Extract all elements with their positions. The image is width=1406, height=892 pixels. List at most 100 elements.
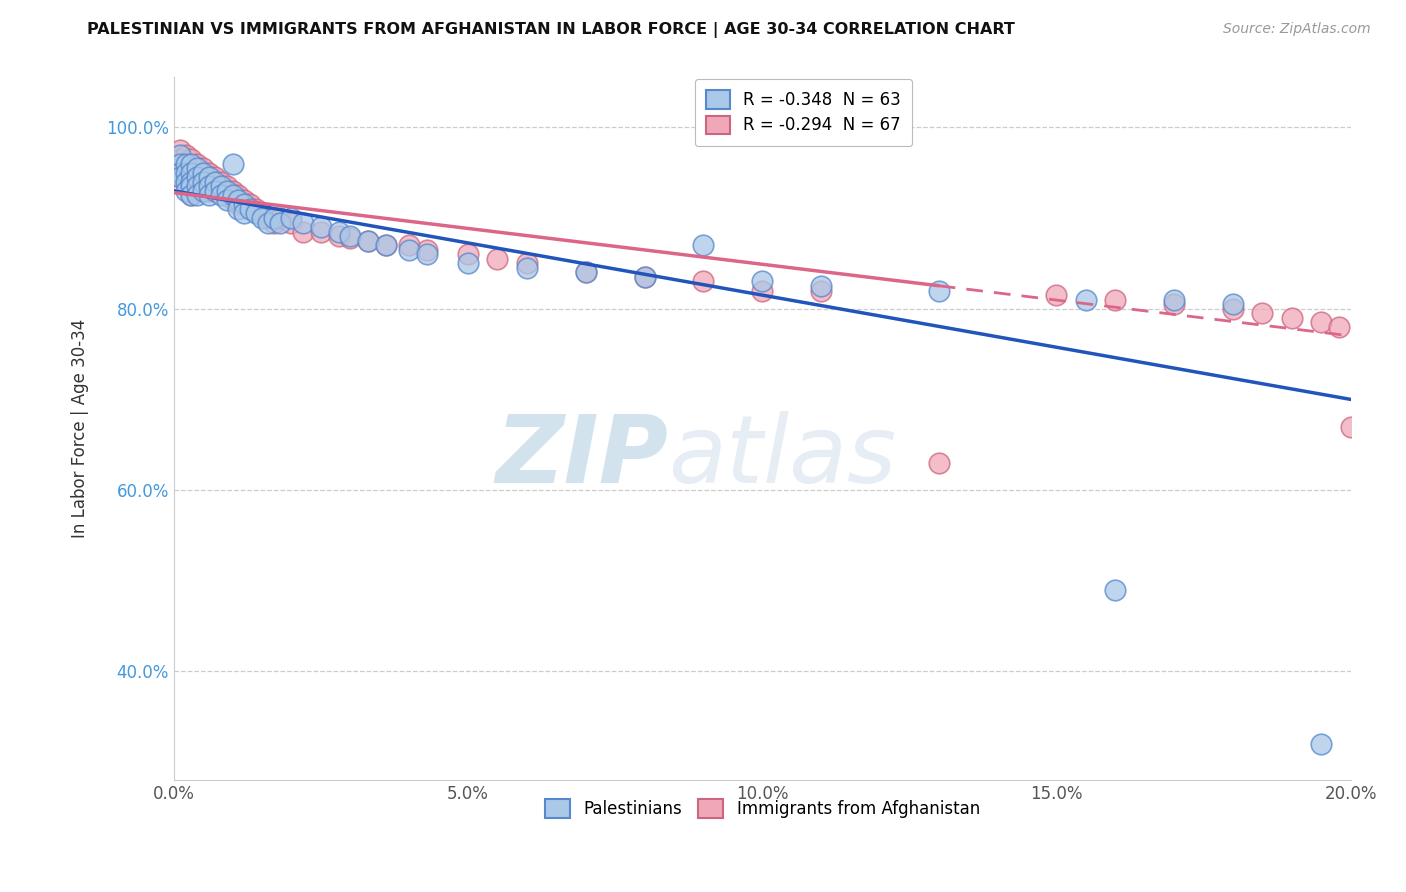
Point — [1327, 319, 1350, 334]
Y-axis label: In Labor Force | Age 30-34: In Labor Force | Age 30-34 — [72, 319, 89, 539]
Point — [928, 284, 950, 298]
Text: PALESTINIAN VS IMMIGRANTS FROM AFGHANISTAN IN LABOR FORCE | AGE 30-34 CORRELATIO: PALESTINIAN VS IMMIGRANTS FROM AFGHANIST… — [87, 22, 1015, 38]
Point — [263, 211, 285, 225]
Point — [169, 143, 191, 157]
Point — [174, 166, 197, 180]
Point — [186, 170, 208, 185]
Point — [928, 456, 950, 470]
Point — [180, 156, 202, 170]
Point — [1074, 293, 1097, 307]
Point — [457, 256, 479, 270]
Point — [169, 152, 191, 166]
Point — [180, 170, 202, 185]
Point — [357, 234, 380, 248]
Point — [1222, 301, 1244, 316]
Point — [209, 175, 232, 189]
Point — [280, 211, 302, 225]
Point — [174, 156, 197, 170]
Point — [416, 243, 439, 257]
Point — [1045, 288, 1067, 302]
Point — [180, 188, 202, 202]
Point — [193, 175, 215, 189]
Point — [516, 256, 538, 270]
Point — [457, 247, 479, 261]
Point — [250, 211, 273, 225]
Point — [221, 156, 243, 170]
Point — [633, 269, 655, 284]
Point — [1340, 419, 1362, 434]
Point — [239, 197, 262, 211]
Point — [233, 193, 256, 207]
Point — [250, 206, 273, 220]
Point — [309, 225, 332, 239]
Point — [1251, 306, 1274, 320]
Point — [174, 166, 197, 180]
Point — [174, 156, 197, 170]
Point — [180, 152, 202, 166]
Point — [263, 215, 285, 229]
Point — [180, 161, 202, 175]
Point — [198, 184, 221, 198]
Point — [186, 175, 208, 189]
Point — [339, 229, 361, 244]
Point — [209, 184, 232, 198]
Point — [174, 147, 197, 161]
Point — [1310, 315, 1333, 329]
Point — [228, 188, 250, 202]
Point — [228, 197, 250, 211]
Point — [245, 206, 267, 220]
Point — [180, 179, 202, 194]
Point — [215, 179, 238, 194]
Point — [186, 166, 208, 180]
Point — [398, 243, 420, 257]
Point — [328, 225, 350, 239]
Point — [309, 220, 332, 235]
Point — [269, 211, 291, 225]
Text: ZIP: ZIP — [495, 411, 668, 503]
Point — [186, 161, 208, 175]
Point — [215, 193, 238, 207]
Point — [169, 156, 191, 170]
Point — [174, 175, 197, 189]
Point — [215, 184, 238, 198]
Point — [193, 170, 215, 185]
Text: atlas: atlas — [668, 411, 897, 502]
Point — [257, 211, 280, 225]
Point — [1163, 293, 1185, 307]
Point — [751, 275, 773, 289]
Point — [186, 179, 208, 194]
Point — [193, 184, 215, 198]
Point — [228, 202, 250, 216]
Point — [280, 215, 302, 229]
Point — [169, 170, 191, 185]
Point — [374, 238, 396, 252]
Point — [751, 284, 773, 298]
Point — [174, 175, 197, 189]
Point — [215, 188, 238, 202]
Point — [221, 193, 243, 207]
Point — [1281, 310, 1303, 325]
Point — [198, 170, 221, 185]
Point — [357, 234, 380, 248]
Point — [339, 231, 361, 245]
Text: Source: ZipAtlas.com: Source: ZipAtlas.com — [1223, 22, 1371, 37]
Point — [486, 252, 509, 266]
Point — [1104, 293, 1126, 307]
Point — [186, 188, 208, 202]
Point — [292, 215, 315, 229]
Point — [204, 170, 226, 185]
Point — [169, 166, 191, 180]
Point — [180, 179, 202, 194]
Point — [186, 156, 208, 170]
Point — [692, 275, 714, 289]
Point — [269, 215, 291, 229]
Point — [1310, 737, 1333, 751]
Point — [516, 260, 538, 275]
Point — [209, 179, 232, 194]
Point — [228, 193, 250, 207]
Point — [398, 238, 420, 252]
Point — [810, 284, 832, 298]
Point — [186, 184, 208, 198]
Point — [328, 229, 350, 244]
Point — [575, 265, 598, 279]
